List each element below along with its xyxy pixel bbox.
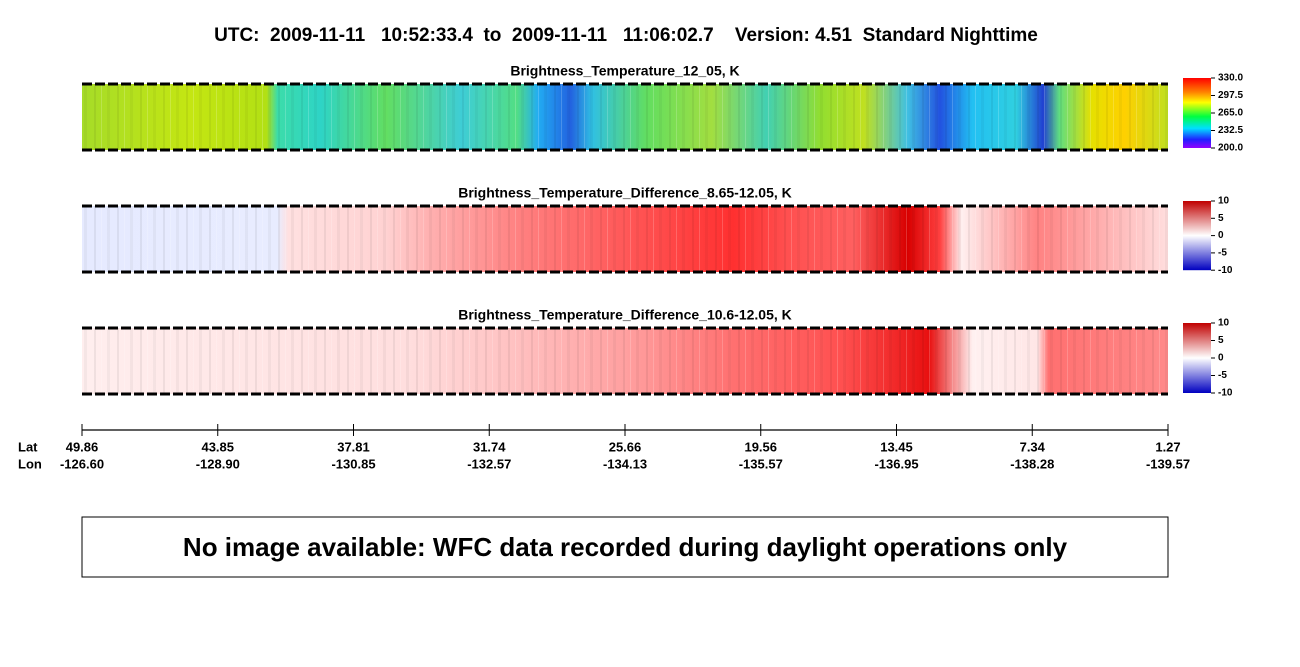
colorbar-label: 5: [1218, 213, 1224, 224]
lon-value: -138.28: [1010, 456, 1054, 471]
heatmap-texture: [82, 328, 1168, 394]
lon-value: -135.57: [739, 456, 783, 471]
colorbar: [1183, 323, 1211, 393]
lon-value: -134.13: [603, 456, 647, 471]
colorbar-label: 10: [1218, 196, 1230, 207]
lon-value: -136.95: [874, 456, 918, 471]
lon-value: -128.90: [196, 456, 240, 471]
lat-value: 25.66: [609, 439, 642, 454]
page-title: UTC: 2009-11-11 10:52:33.4 to 2009-11-11…: [214, 25, 1038, 46]
panel-title: Brightness_Temperature_Difference_10.6-1…: [458, 307, 792, 323]
lat-value: 7.34: [1020, 439, 1046, 454]
lon-value: -132.57: [467, 456, 511, 471]
panel-title: Brightness_Temperature_Difference_8.65-1…: [458, 185, 792, 201]
colorbar-label: -5: [1218, 370, 1227, 381]
lat-value: 13.45: [880, 439, 913, 454]
lon-value: -130.85: [331, 456, 375, 471]
message-box: [81, 516, 1169, 578]
colorbar-label: 10: [1218, 318, 1230, 329]
lon-value: -126.60: [60, 456, 104, 471]
colorbar-label: 232.5: [1218, 125, 1243, 136]
colorbar-label: 0: [1218, 230, 1224, 241]
lat-label: Lat: [18, 439, 38, 454]
lon-value: -139.57: [1146, 456, 1190, 471]
colorbar-label: -10: [1218, 388, 1233, 399]
heatmap-texture: [82, 206, 1168, 272]
lat-value: 49.86: [66, 439, 99, 454]
message: No image available: WFC data recorded du…: [183, 532, 1068, 562]
colorbar-label: -5: [1218, 248, 1227, 259]
colorbar-label: 5: [1218, 335, 1224, 346]
colorbar: [1183, 201, 1211, 271]
colorbar-label: -10: [1218, 265, 1233, 276]
lat-value: 31.74: [473, 439, 506, 454]
lon-label: Lon: [18, 456, 42, 471]
lat-value: 19.56: [744, 439, 777, 454]
colorbar-label: 330.0: [1218, 73, 1243, 84]
colorbar: [1183, 78, 1211, 148]
colorbar-label: 297.5: [1218, 90, 1243, 101]
heatmap-texture: [82, 84, 1168, 150]
colorbar-label: 200.0: [1218, 143, 1243, 154]
lat-value: 1.27: [1155, 439, 1180, 454]
colorbar-label: 265.0: [1218, 108, 1243, 119]
colorbar-label: 0: [1218, 353, 1224, 364]
lat-value: 43.85: [201, 439, 234, 454]
lat-value: 37.81: [337, 439, 370, 454]
panel-title: Brightness_Temperature_12_05, K: [510, 63, 739, 79]
